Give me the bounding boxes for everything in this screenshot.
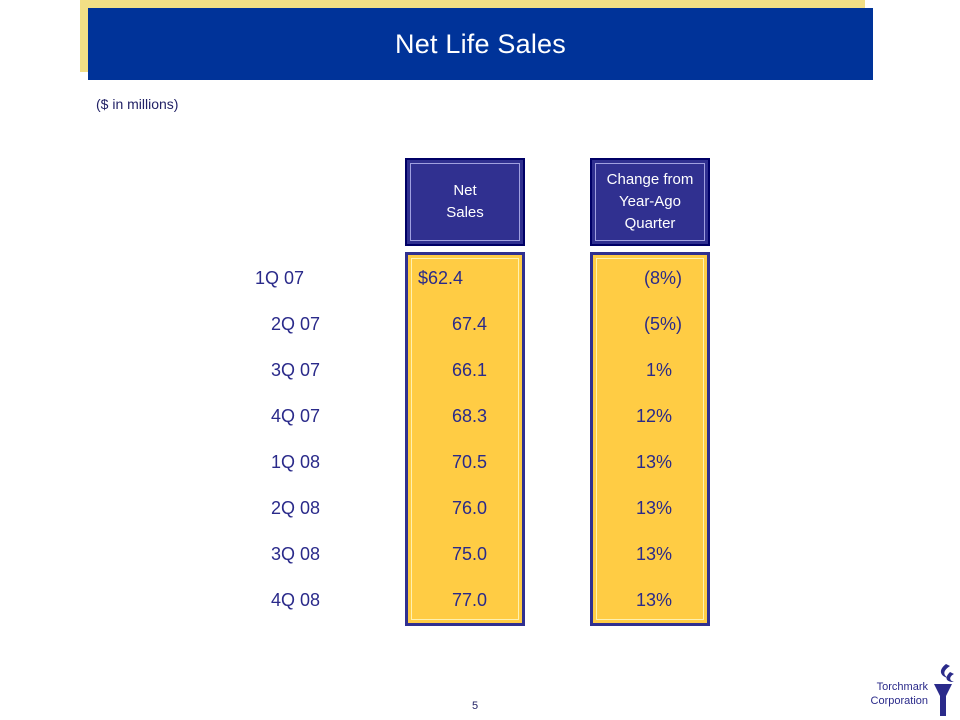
net-sales-value: 70.5 — [452, 452, 488, 472]
row-quarter-label: 4Q 07 — [270, 406, 320, 426]
net-sales-value: 76.0 — [452, 498, 488, 518]
row-quarter-label: 1Q 08 — [270, 452, 320, 472]
company-name: Torchmark Corporation — [870, 681, 928, 707]
net-sales-value: $62.4 — [418, 268, 464, 288]
change-value: 12% — [635, 406, 672, 426]
net-sales-value: 77.0 — [452, 590, 488, 610]
row-quarter-label: 3Q 08 — [270, 544, 320, 564]
change-value: 13% — [635, 544, 672, 564]
row-quarter-label: 1Q 07 — [254, 268, 304, 288]
units-note: ($ in millions) — [96, 96, 179, 112]
change-value: 13% — [635, 498, 672, 518]
net-sales-header: Net Sales — [405, 158, 525, 246]
change-column — [590, 252, 710, 626]
page-title: Net Life Sales — [395, 28, 566, 59]
row-quarter-label: 3Q 07 — [270, 360, 320, 380]
change-value: (8%) — [643, 268, 682, 288]
page-number: 5 — [472, 700, 479, 712]
row-quarter-label: 4Q 08 — [270, 590, 320, 610]
net-sales-value: 67.4 — [452, 314, 488, 334]
row-quarter-label: 2Q 08 — [270, 498, 320, 518]
change-value: 1% — [645, 360, 672, 380]
change-value: 13% — [635, 452, 672, 472]
torch-logo-icon — [934, 664, 954, 716]
row-quarter-label: 2Q 07 — [270, 314, 320, 334]
net-sales-value: 68.3 — [452, 406, 488, 426]
change-header: Change from Year-Ago Quarter — [590, 158, 710, 246]
net-sales-column — [405, 252, 525, 626]
net-sales-value: 75.0 — [452, 544, 488, 564]
title-bar: Net Life Sales — [88, 8, 873, 80]
change-value: 13% — [635, 590, 672, 610]
net-sales-value: 66.1 — [452, 360, 488, 380]
change-value: (5%) — [643, 314, 682, 334]
